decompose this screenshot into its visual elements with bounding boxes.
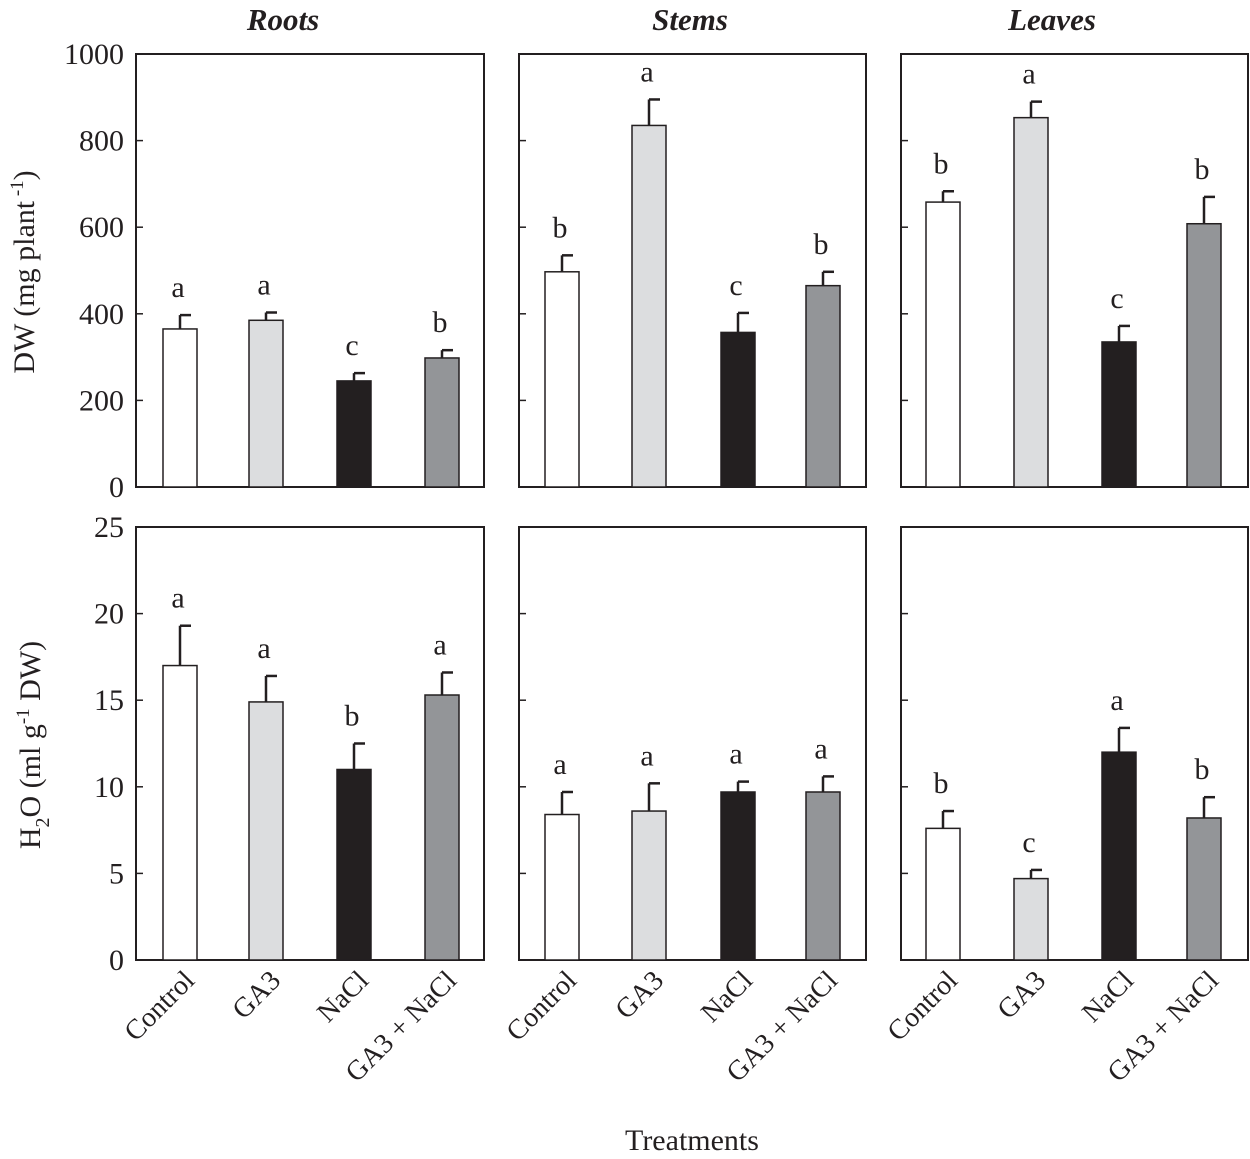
category-label: GA3 (992, 965, 1052, 1025)
y-tick-label: 10 (94, 771, 124, 804)
panel-2: b a c b (518, 53, 867, 488)
panel-frame (900, 526, 1249, 961)
significance-letter: b (934, 147, 949, 180)
significance-letter: b (1195, 153, 1210, 186)
significance-letter: b (345, 700, 360, 733)
y-tick-label: 25 (94, 511, 124, 544)
bar-nacl (720, 791, 756, 961)
panels: 0 200 400 600 800 1000 a a c b b a c b b a c b 0 5 10 15 20 25 a… (64, 38, 1249, 1088)
bar-ga3 (248, 319, 284, 488)
significance-letter: b (814, 228, 829, 261)
significance-letter: c (345, 329, 358, 362)
panel-3: b a c b (900, 53, 1249, 488)
significance-letter: c (729, 269, 742, 302)
significance-letter: a (553, 748, 566, 781)
significance-letter: a (1110, 684, 1123, 717)
panel-frame (135, 526, 485, 961)
bar-control (544, 271, 580, 488)
bar-control (162, 664, 198, 961)
significance-letter: b (1195, 753, 1210, 786)
category-label: NaCl (311, 965, 375, 1029)
panel-frame (135, 53, 485, 488)
y-tick-label: 800 (79, 125, 124, 158)
bar-nacl (1101, 341, 1137, 488)
category-label: Control (882, 965, 965, 1048)
y-tick-label: 200 (79, 384, 124, 417)
bar-control (544, 813, 580, 961)
significance-letter: b (553, 211, 568, 244)
significance-letter: a (640, 55, 653, 88)
bar-ga3-nacl (424, 357, 460, 488)
bar-nacl (720, 331, 756, 488)
significance-letter: a (814, 732, 827, 765)
y-tick-label: 5 (109, 857, 124, 890)
significance-letter: c (1022, 826, 1035, 859)
category-label: GA3 (610, 965, 670, 1025)
bar-control (925, 201, 961, 488)
column-title-leaves: Leaves (1007, 2, 1096, 37)
bar-nacl (1101, 751, 1137, 961)
bar-nacl (336, 768, 372, 961)
category-label: NaCl (695, 965, 759, 1029)
bar-ga3 (1013, 116, 1049, 488)
category-label: Control (119, 965, 202, 1048)
significance-letter: b (934, 767, 949, 800)
bar-ga3-nacl (805, 284, 841, 488)
significance-letter: a (1022, 58, 1035, 91)
significance-letter: a (433, 628, 446, 661)
column-title-stems: Stems (652, 2, 728, 37)
y-tick-label: 20 (94, 598, 124, 631)
bar-ga3 (1013, 877, 1049, 961)
y-tick-label: 400 (79, 298, 124, 331)
panel-frame (518, 53, 867, 488)
x-axis-label: Treatments (625, 1124, 759, 1157)
significance-letter: a (729, 738, 742, 771)
y-tick-label: 0 (109, 471, 124, 504)
significance-letter: a (171, 582, 184, 615)
panel-frame (900, 53, 1249, 488)
category-label: NaCl (1076, 965, 1140, 1029)
y-tick-label: 0 (109, 944, 124, 977)
y-tick-label: 1000 (64, 38, 124, 71)
bar-control (162, 328, 198, 488)
y-tick-label: 600 (79, 211, 124, 244)
significance-letter: a (257, 269, 270, 302)
y-axis-label-h2o: H2O (ml g-1 DW) (13, 641, 54, 849)
significance-letter: b (433, 306, 448, 339)
significance-letter: c (1110, 282, 1123, 315)
y-axis-label-dw: DW (mg plant -1) (7, 170, 41, 373)
column-title-roots: Roots (246, 2, 319, 37)
panel-frame (518, 526, 867, 961)
bar-ga3 (631, 124, 667, 488)
bar-ga3 (631, 810, 667, 961)
bar-nacl (336, 380, 372, 488)
bar-ga3-nacl (805, 791, 841, 961)
bar-ga3 (248, 701, 284, 961)
category-label: Control (501, 965, 584, 1048)
y-tick-label: 15 (94, 684, 124, 717)
bar-control (925, 827, 961, 961)
bar-ga3-nacl (1186, 817, 1222, 961)
bar-ga3-nacl (424, 694, 460, 961)
panel-1: 0 200 400 600 800 1000 a a c b (64, 38, 485, 504)
category-label: GA3 (227, 965, 287, 1025)
significance-letter: a (640, 739, 653, 772)
significance-letter: a (171, 271, 184, 304)
significance-letter: a (257, 632, 270, 665)
bar-ga3-nacl (1186, 222, 1222, 488)
